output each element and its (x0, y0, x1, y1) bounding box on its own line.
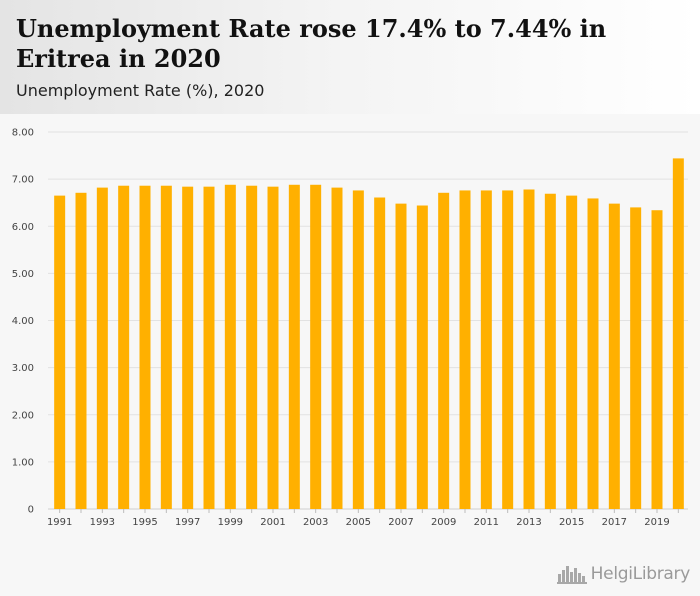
bar-2020[interactable] (672, 158, 684, 509)
bar-1994[interactable] (118, 185, 130, 509)
bar-2006[interactable] (374, 197, 386, 509)
bar-2015[interactable] (566, 195, 578, 509)
bar-1996[interactable] (160, 185, 172, 509)
x-tick-label: 1993 (90, 517, 115, 528)
bar-2005[interactable] (352, 190, 364, 509)
x-tick-label: 2013 (516, 517, 541, 528)
x-tick-label: 2015 (559, 517, 584, 528)
bar-2008[interactable] (416, 205, 428, 509)
y-tick-label: 1.00 (12, 457, 34, 468)
bar-2012[interactable] (502, 190, 514, 509)
x-tick-label: 2005 (346, 517, 371, 528)
bar-2004[interactable] (331, 187, 343, 510)
x-tick-label: 1991 (47, 517, 72, 528)
bar-chart: 0 1.00 2.00 3.00 4.00 5.00 6.00 7.00 8.00 1991 199… (12, 128, 688, 528)
x-tick-label: 1999 (218, 517, 243, 528)
bar-2013[interactable] (523, 189, 535, 509)
bar-1991[interactable] (54, 195, 66, 509)
y-tick-label: 0 (28, 505, 34, 516)
bar-1997[interactable] (182, 186, 194, 509)
x-tick-label: 2019 (644, 517, 669, 528)
bar-2003[interactable] (310, 184, 322, 509)
bar-2019[interactable] (651, 210, 663, 509)
x-tick-label: 2003 (303, 517, 328, 528)
y-tick-label: 4.00 (12, 316, 34, 327)
bar-2010[interactable] (459, 190, 471, 509)
x-tick-label: 2007 (388, 517, 413, 528)
bar-2017[interactable] (608, 203, 620, 509)
bar-2007[interactable] (395, 203, 407, 509)
bar-2016[interactable] (587, 198, 599, 509)
y-tick-label: 3.00 (12, 363, 34, 374)
x-tick-label: 1995 (132, 517, 157, 528)
bar-2014[interactable] (544, 193, 556, 509)
bar-2000[interactable] (246, 185, 258, 509)
chart-subtitle: Unemployment Rate (%), 2020 (16, 81, 265, 100)
brand-name: HelgiLibrary (590, 564, 691, 584)
bar-2018[interactable] (630, 207, 642, 509)
bar-2002[interactable] (288, 184, 300, 509)
chart-area: 0 1.00 2.00 3.00 4.00 5.00 6.00 7.00 8.00 1991 199… (0, 114, 700, 596)
bar-1993[interactable] (96, 187, 108, 510)
y-tick-label: 6.00 (12, 222, 34, 233)
bar-1999[interactable] (224, 184, 236, 509)
city-skyline-icon (556, 566, 587, 584)
bar-1995[interactable] (139, 185, 151, 509)
x-tick-label: 2001 (260, 517, 285, 528)
bar-1998[interactable] (203, 186, 215, 509)
x-tick-label: 2011 (474, 517, 499, 528)
bar-2011[interactable] (480, 190, 492, 509)
bar-1992[interactable] (75, 192, 87, 509)
brand-logo[interactable]: HelgiLibrary (556, 564, 691, 584)
bar-2001[interactable] (267, 186, 279, 509)
y-tick-label: 2.00 (12, 410, 34, 421)
y-tick-label: 8.00 (12, 128, 34, 139)
bar-2009[interactable] (438, 192, 450, 509)
x-tick-label: 2009 (431, 517, 456, 528)
header: Unemployment Rate rose 17.4% to 7.44% in… (0, 0, 700, 114)
page-title: Unemployment Rate rose 17.4% to 7.44% in… (16, 14, 607, 73)
x-tick-label: 1997 (175, 517, 200, 528)
y-tick-label: 7.00 (12, 175, 34, 186)
y-tick-label: 5.00 (12, 269, 34, 280)
x-tick-label: 2017 (602, 517, 627, 528)
